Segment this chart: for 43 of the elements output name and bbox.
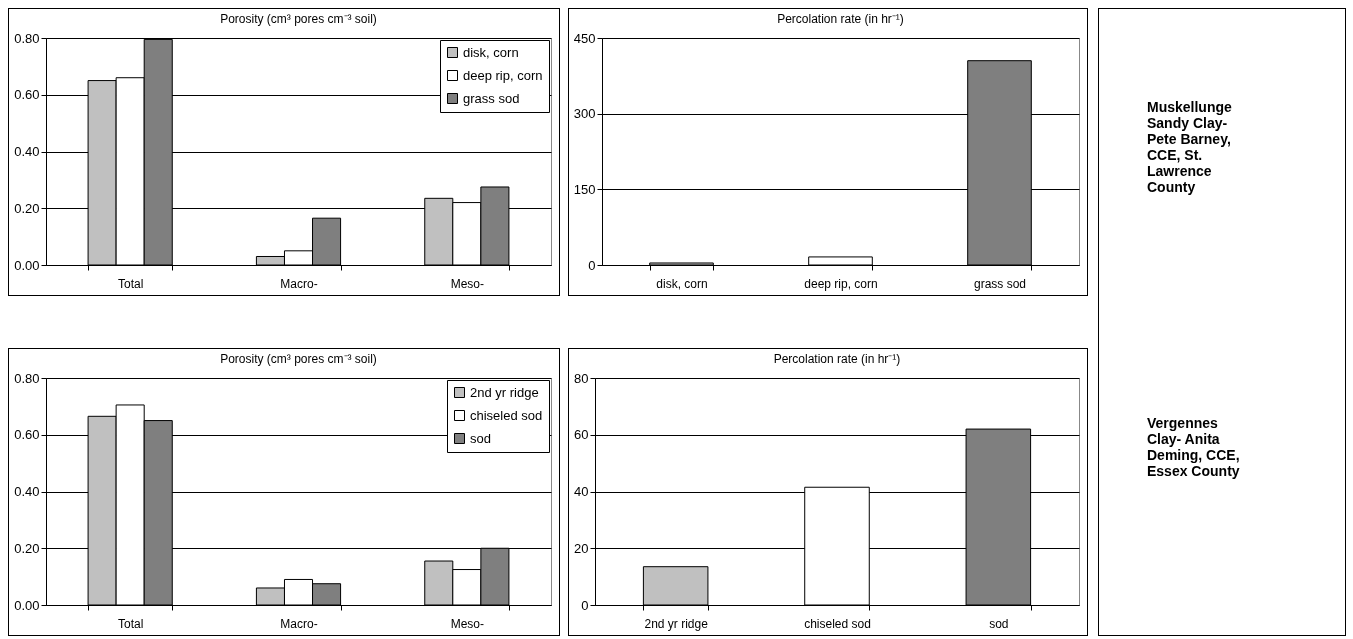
chart-title: Porosity (cm³ pores cm⁻³ soil) [220,12,377,26]
legend-label: disk, corn [463,44,519,60]
y-tick-label: 0.80 [14,30,40,46]
y-tick-label: 0.60 [14,87,40,103]
y-tick-label: 0.00 [14,257,40,273]
x-tick-label: 2nd yr ridge [644,616,709,631]
y-tick-label: 0.00 [14,597,40,613]
y-tick-label: 0 [581,597,589,613]
x-tick-label: Total [117,616,144,631]
y-tick-label: 0.40 [14,484,40,499]
x-tick-label: Meso- [450,616,485,631]
y-tick-label: 0.20 [14,200,40,216]
y-tick-label: 150 [573,181,596,197]
chart-title: Percolation rate (in hr⁻¹) [777,12,904,26]
y-tick-label: 300 [573,106,596,122]
y-tick-label: 0.40 [14,144,40,159]
chart-title: Percolation rate (in hr⁻¹) [773,352,901,366]
text: Muskellunge Sandy Clay- Pete Barney, CCE, St. Lawrence County [1147,99,1233,195]
legend-label: deep rip, corn [463,67,543,83]
legend-label: 2nd yr ridge [470,384,539,400]
y-tick-label: 0.60 [14,427,40,443]
y-tick-label: 450 [573,30,596,46]
y-tick-label: 20 [574,540,589,556]
y-tick-label: 0 [588,257,596,273]
chart-title: Porosity (cm³ pores cm⁻³ soil) [220,352,377,366]
legend-label: sod [470,430,491,446]
x-tick-label: Macro- [280,276,318,291]
x-tick-label: disk, corn [656,276,708,291]
x-tick-label: deep rip, corn [804,276,878,291]
y-tick-label: 0.20 [14,540,40,556]
y-tick-label: 60 [574,427,589,443]
x-tick-label: chiseled sod [804,616,871,631]
x-tick-label: Meso- [450,276,485,291]
y-tick-label: 0.80 [14,370,40,386]
legend-label: chiseled sod [470,407,543,423]
x-tick-label: grass sod [973,276,1027,291]
x-tick-label: sod [989,616,1009,631]
y-tick-label: 40 [574,484,589,499]
text: Vergennes Clay- Anita Deming, CCE, Essex County [1147,415,1240,479]
y-tick-label: 80 [574,370,589,386]
x-tick-label: Total [117,276,144,291]
legend-label: grass sod [463,90,520,106]
x-tick-label: Macro- [280,616,318,631]
